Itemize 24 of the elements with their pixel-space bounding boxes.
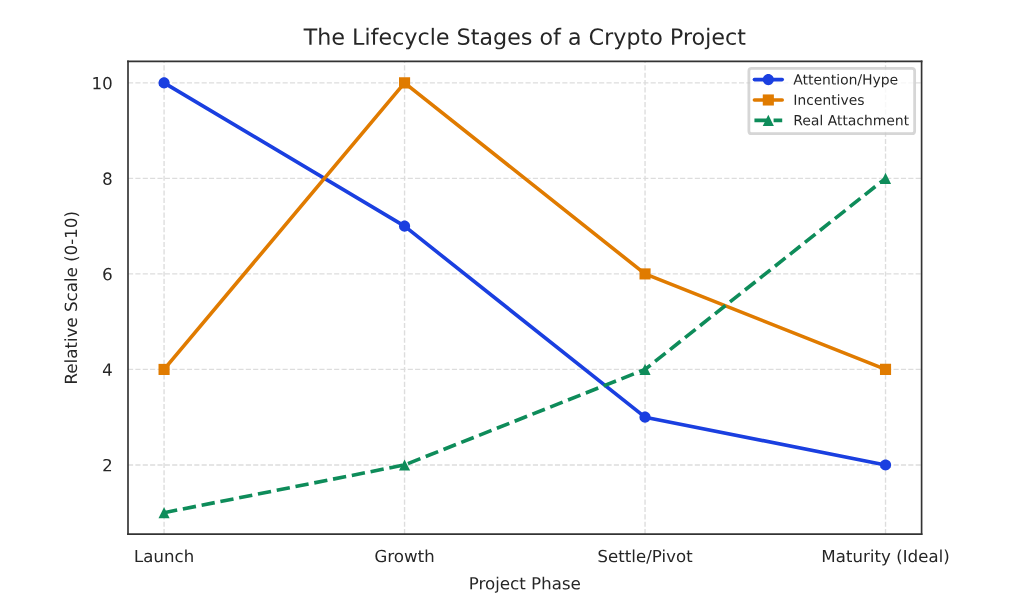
- y-tick-label: 4: [102, 363, 112, 376]
- point: [879, 459, 892, 471]
- point: [639, 268, 651, 280]
- y-tick-label: 8: [103, 172, 112, 185]
- point: [158, 507, 170, 519]
- x-tick-label: Growth: [375, 549, 434, 563]
- x-tick-label: Launch: [135, 549, 193, 563]
- point: [639, 363, 651, 375]
- point: [399, 220, 411, 232]
- point: [158, 363, 170, 375]
- point: [158, 77, 170, 89]
- point: [879, 172, 892, 184]
- y-tick-label: 2: [103, 458, 112, 472]
- point: [639, 411, 651, 423]
- y-axis-title: Relative Scale (0-10): [64, 212, 80, 383]
- point: [879, 363, 892, 375]
- x-tick-label: Maturity (Ideal): [822, 549, 949, 566]
- point: [399, 459, 411, 471]
- x-axis-title: Project Phase: [470, 576, 580, 593]
- x-tick-label: Settle/Pivot: [598, 549, 693, 564]
- y-tick-label: 10: [93, 76, 112, 90]
- y-tick-label: 6: [103, 267, 112, 281]
- point: [399, 77, 411, 89]
- chart-title: The Lifecycle Stages of a Crypto Project: [303, 27, 746, 50]
